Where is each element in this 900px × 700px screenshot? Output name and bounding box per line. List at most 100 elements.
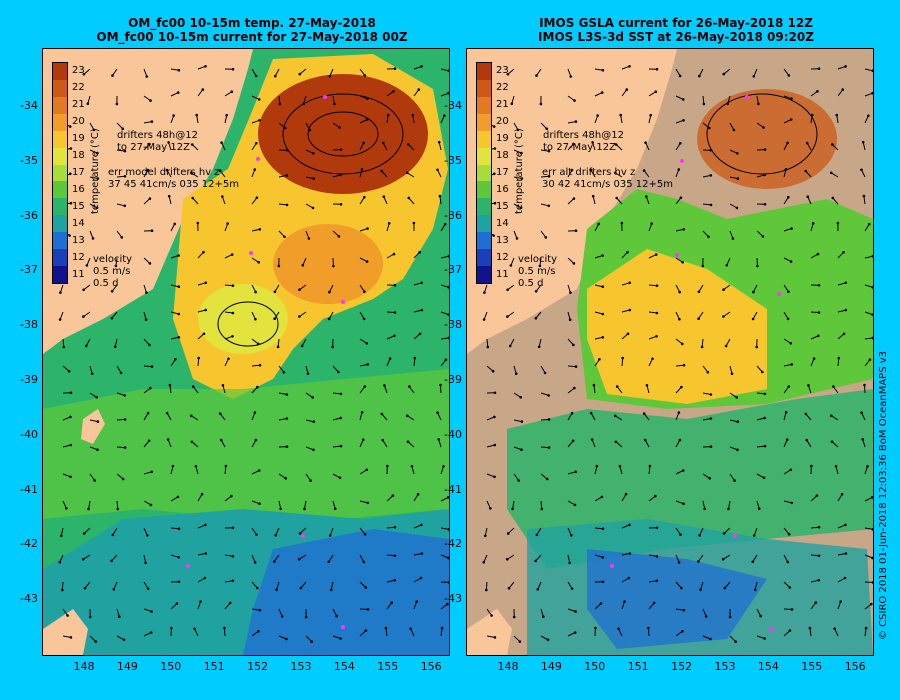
- velocity-arrow: [274, 311, 280, 319]
- velocity-arrow: [251, 197, 258, 205]
- velocity-arrow: [621, 577, 630, 583]
- latitude-tick-label: -38: [20, 318, 38, 332]
- velocity-arrow: [864, 527, 873, 530]
- velocity-arrow: [729, 149, 738, 154]
- velocity-arrowhead: [627, 576, 631, 580]
- velocity-arrowhead: [69, 201, 73, 205]
- velocity-arrow: [170, 223, 176, 232]
- velocity-arrowhead: [520, 151, 523, 155]
- velocity-arrowhead: [817, 578, 821, 582]
- velocity-arrowhead: [191, 196, 194, 200]
- velocity-arrow: [783, 196, 789, 205]
- velocity-arrow: [864, 603, 872, 610]
- velocity-arrowhead: [591, 141, 594, 144]
- velocity-arrow: [646, 385, 650, 394]
- velocity-arrow: [330, 581, 334, 590]
- velocity-arrowhead: [145, 75, 149, 78]
- velocity-arrow: [386, 335, 395, 340]
- velocity-arrow: [729, 365, 733, 374]
- latitude-tick-label: -41: [444, 482, 462, 496]
- velocity-arrow: [143, 284, 147, 293]
- velocity-arrowhead: [542, 615, 545, 618]
- velocity-arrow: [89, 446, 98, 451]
- longitude-tick-label: 151: [627, 660, 649, 673]
- velocity-arrow: [440, 384, 442, 394]
- velocity-arrow: [756, 500, 760, 509]
- velocity-arrowhead: [763, 173, 766, 177]
- velocity-arrow: [783, 500, 792, 504]
- left-error-legend: err model drifters hv z 37 45 41cm/s 035…: [108, 167, 239, 191]
- colorbar-segment: [53, 266, 67, 283]
- velocity-arrow: [837, 89, 844, 97]
- velocity-arrowhead: [297, 557, 301, 561]
- velocity-arrow: [567, 338, 574, 346]
- velocity-arrowhead: [489, 507, 492, 510]
- velocity-arrowhead: [844, 308, 848, 312]
- velocity-arrowhead: [810, 113, 814, 117]
- drifter-point: [745, 95, 749, 99]
- velocity-arrow: [197, 493, 203, 502]
- velocity-arrowhead: [642, 412, 646, 415]
- velocity-arrow: [567, 440, 574, 448]
- velocity-arrowhead: [789, 468, 793, 472]
- velocity-arrowhead: [763, 392, 767, 396]
- velocity-arrow: [837, 251, 844, 259]
- velocity-arrowhead: [614, 143, 618, 146]
- velocity-arrow: [89, 176, 98, 179]
- velocity-arrowhead: [651, 357, 654, 361]
- velocity-arrow: [594, 359, 600, 367]
- velocity-arrow: [251, 311, 256, 320]
- velocity-arrow: [62, 473, 71, 478]
- velocity-arrowhead: [365, 260, 369, 263]
- velocity-arrow: [756, 445, 766, 448]
- latitude-tick-label: -35: [444, 153, 462, 167]
- velocity-arrowhead: [806, 195, 810, 198]
- velocity-arrow: [513, 230, 518, 239]
- velocity-arrow: [697, 554, 704, 562]
- velocity-arrow: [810, 311, 820, 313]
- velocity-arrowhead: [204, 65, 207, 68]
- velocity-arrowhead: [415, 600, 419, 603]
- velocity-arrow: [619, 466, 623, 475]
- velocity-arrowhead: [119, 371, 123, 375]
- velocity-arrowhead: [842, 332, 846, 336]
- velocity-arrowhead: [231, 555, 235, 558]
- velocity-arrow: [567, 365, 577, 368]
- velocity-arrowhead: [230, 253, 234, 256]
- velocity-arrowhead: [406, 414, 409, 418]
- velocity-arrow: [359, 119, 368, 124]
- velocity-arrow: [783, 581, 791, 588]
- velocity-arrowhead: [365, 118, 369, 121]
- velocity-arrow: [277, 338, 280, 347]
- velocity-arrowhead: [700, 345, 704, 349]
- velocity-arrow: [62, 365, 70, 372]
- velocity-arrowhead: [871, 69, 873, 73]
- velocity-arrow: [756, 365, 763, 373]
- velocity-arrowhead: [517, 479, 520, 482]
- velocity-arrow: [412, 115, 415, 124]
- velocity-arrow: [567, 95, 575, 102]
- velocity-arrowhead: [149, 99, 152, 102]
- velocity-arrowhead: [788, 629, 792, 632]
- velocity-arrow: [594, 336, 603, 340]
- velocity-arrow: [648, 311, 657, 314]
- left-velocity-label: velocity: [93, 254, 133, 265]
- velocity-arrowhead: [482, 318, 486, 321]
- velocity-arrowhead: [571, 439, 575, 443]
- velocity-arrow: [197, 65, 206, 70]
- velocity-arrow: [143, 412, 149, 421]
- velocity-arrow: [831, 144, 839, 151]
- island: [81, 409, 105, 444]
- colorbar-segment: [477, 79, 491, 97]
- velocity-arrow: [89, 122, 95, 131]
- velocity-arrow: [594, 68, 603, 71]
- longitude-tick-label: 153: [714, 660, 736, 673]
- velocity-arrow: [837, 493, 843, 502]
- velocity-arrowhead: [617, 627, 620, 631]
- velocity-arrowhead: [387, 222, 391, 225]
- velocity-arrowhead: [787, 532, 791, 536]
- velocity-arrow: [116, 392, 125, 396]
- velocity-arrow: [224, 554, 233, 557]
- velocity-arrowhead: [601, 556, 604, 559]
- colorbar-label: 17: [496, 167, 509, 178]
